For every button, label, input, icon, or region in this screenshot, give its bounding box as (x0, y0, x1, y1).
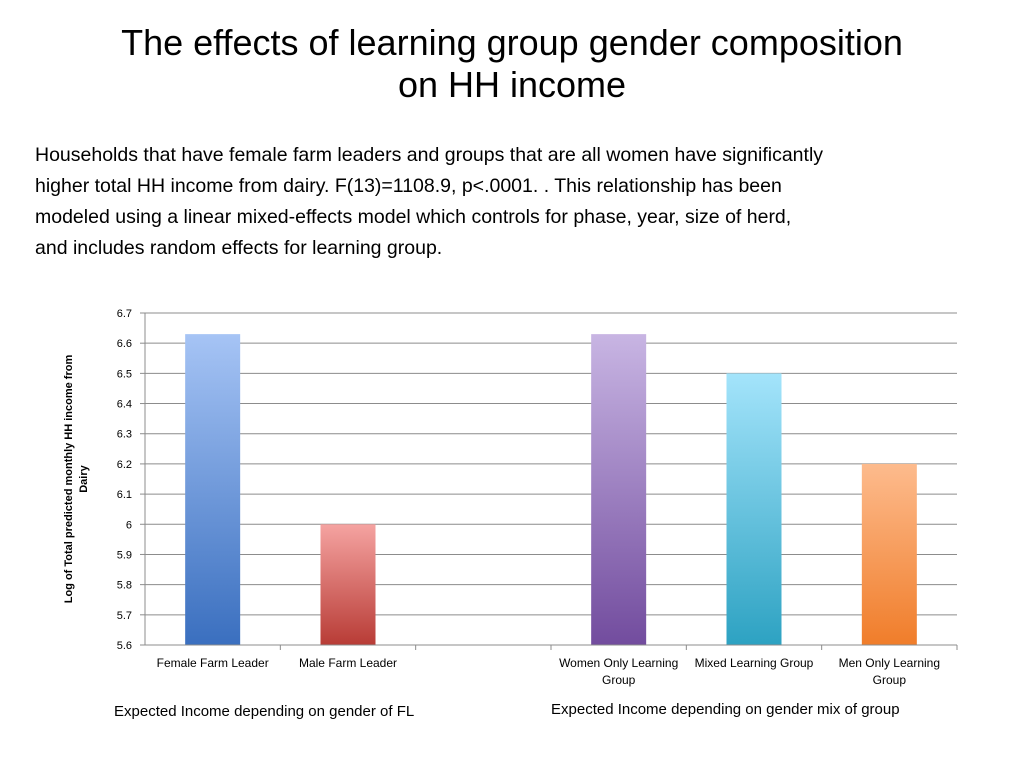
y-tick-label: 6.3 (117, 429, 132, 441)
y-tick-label: 5.8 (117, 580, 132, 592)
y-tick-label: 6.1 (117, 489, 132, 501)
slide-body-text: Households that have female farm leaders… (35, 140, 995, 264)
y-tick-label: 6 (126, 519, 132, 531)
caption-right: Expected Income depending on gender mix … (551, 701, 900, 718)
body-line-2: higher total HH income from dairy. F(13)… (35, 175, 782, 197)
gridlines (145, 312, 957, 616)
x-tick-label: Group (873, 673, 907, 687)
slide-title: The effects of learning group gender com… (40, 22, 984, 106)
caption-left: Expected Income depending on gender of F… (114, 703, 415, 720)
y-axis-label-line: Log of Total predicted monthly HH income… (63, 355, 75, 604)
slide-title-line-1: The effects of learning group gender com… (121, 22, 903, 63)
y-tick-label: 5.9 (117, 549, 132, 561)
y-axis-label-line: Dairy (78, 464, 90, 492)
x-tick-label: Women Only Learning (559, 656, 678, 670)
y-tick-label: 6.2 (117, 459, 132, 471)
y-tick-label: 5.7 (117, 610, 132, 622)
body-line-3: modeled using a linear mixed-effects mod… (35, 206, 792, 228)
axes (140, 312, 958, 650)
x-tick-label: Mixed Learning Group (695, 656, 814, 670)
y-tick-label: 6.4 (117, 399, 132, 411)
body-line-4: and includes random effects for learning… (35, 237, 443, 259)
y-axis-label: Log of Total predicted monthly HH income… (63, 355, 90, 604)
tick-labels: 5.6 5.7 5.8 5.9 6 6.1 6.2 6.3 6.4 6.5 6.6 6.7 Female… (63, 308, 940, 687)
body-line-1: Households that have female farm leaders… (35, 144, 824, 166)
bars (185, 334, 917, 645)
x-tick-label: Group (602, 673, 636, 687)
x-tick-label: Men Only Learning (839, 656, 940, 670)
bar (591, 334, 647, 645)
x-tick-label: Male Farm Leader (299, 656, 397, 670)
bar (320, 524, 376, 645)
y-tick-label: 5.6 (117, 640, 132, 652)
bar (726, 373, 782, 645)
y-tick-label: 6.5 (117, 368, 132, 380)
bar (861, 463, 917, 645)
x-tick-label: Female Farm Leader (157, 656, 269, 670)
y-tick-label: 6.6 (117, 338, 132, 350)
y-tick-label: 6.7 (117, 308, 132, 320)
slide-title-line-2: on HH income (397, 64, 627, 105)
bar (185, 334, 241, 645)
